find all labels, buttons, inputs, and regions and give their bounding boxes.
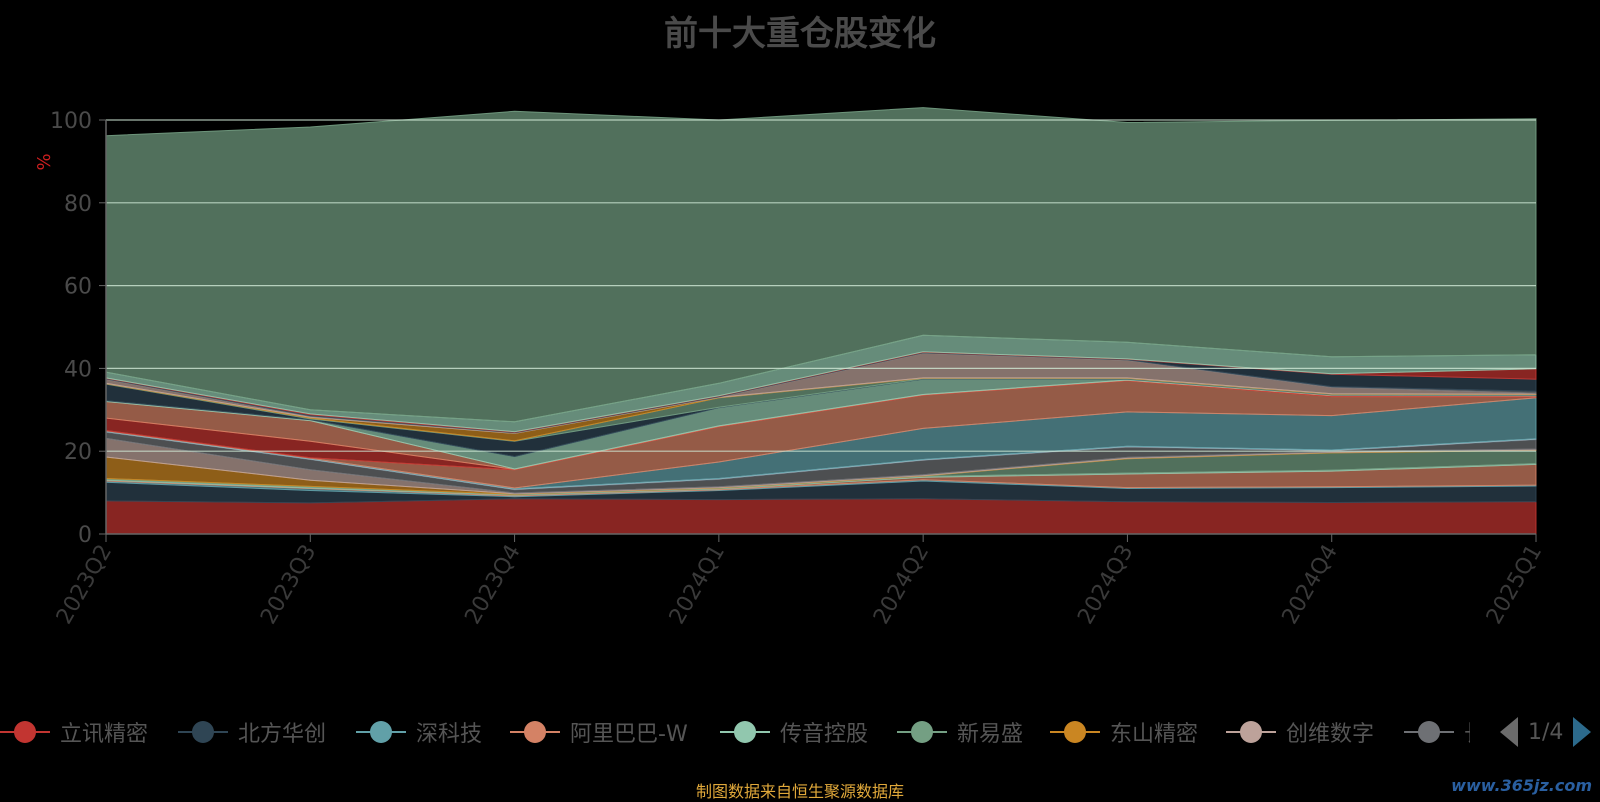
legend-item-7[interactable]: 创维数字 [1226, 712, 1374, 752]
series-area-24 [105, 107, 1537, 423]
legend-marker-icon [897, 717, 947, 747]
x-tick-label-3: 2024Q1 [665, 541, 730, 629]
legend-label: 立讯精密 [60, 722, 149, 747]
x-tick-label-7: 2025Q1 [1482, 541, 1547, 629]
y-tick-label-80: 80 [64, 192, 92, 217]
legend-item-4[interactable]: 传音控股 [720, 712, 868, 752]
legend-marker-icon [1404, 717, 1454, 747]
legend-marker-icon [1050, 717, 1100, 747]
legend-item-6[interactable]: 东山精密 [1050, 712, 1198, 752]
legend-marker-icon [178, 717, 228, 747]
watermark: www.365jz.com [1451, 776, 1592, 795]
x-tick-label-5: 2024Q3 [1073, 541, 1138, 629]
legend-item-5[interactable]: 新易盛 [897, 712, 1023, 752]
legend-label: 长 [1464, 716, 1470, 748]
legend-pager: 1/4 [1500, 712, 1592, 752]
legend-label: 北方华创 [238, 722, 327, 747]
gridlines [99, 119, 1536, 535]
y-tick-label-60: 60 [64, 275, 92, 300]
series-areas [105, 107, 1537, 535]
legend-page-indicator: 1/4 [1528, 719, 1564, 745]
x-tick-label-0: 2023Q2 [52, 541, 117, 629]
legend: 立讯精密 北方华创 深科技 阿里巴巴-W 传音控股 新易盛 东山精密 创维数字 长 [0, 712, 1470, 752]
legend-item-1[interactable]: 北方华创 [178, 712, 326, 752]
legend-label: 深科技 [416, 722, 483, 747]
x-tick-label-6: 2024Q4 [1278, 541, 1343, 629]
legend-item-8[interactable]: 长 [1404, 712, 1470, 752]
legend-item-3[interactable]: 阿里巴巴-W [510, 712, 688, 752]
legend-label: 新易盛 [957, 722, 1024, 747]
legend-label: 创维数字 [1286, 722, 1375, 747]
y-tick-label-0: 0 [78, 523, 92, 548]
legend-label: 阿里巴巴-W [570, 722, 688, 747]
legend-marker-icon [720, 717, 770, 747]
legend-label: 东山精密 [1110, 722, 1199, 747]
legend-item-0[interactable]: 立讯精密 [0, 712, 148, 752]
y-axis-label: % [34, 153, 55, 170]
chart-title: 前十大重仓股变化 [664, 14, 936, 54]
x-tick-label-4: 2024Q2 [869, 541, 934, 629]
y-tick-label-20: 20 [64, 440, 92, 465]
y-tick-label-100: 100 [50, 109, 92, 134]
legend-marker-icon [356, 717, 406, 747]
legend-label: 传音控股 [780, 722, 869, 747]
series-area-0 [105, 498, 1537, 535]
x-tick-label-1: 2023Q3 [256, 541, 321, 629]
data-source-note: 制图数据来自恒生聚源数据库 [695, 782, 904, 801]
legend-marker-icon [510, 717, 560, 747]
legend-item-2[interactable]: 深科技 [356, 712, 482, 752]
legend-marker-icon [0, 717, 50, 747]
y-tick-label-40: 40 [64, 357, 92, 382]
x-tick-label-2: 2023Q4 [460, 541, 525, 629]
legend-prev-page-icon[interactable] [1500, 717, 1518, 747]
legend-marker-icon [1226, 717, 1276, 747]
legend-next-page-icon[interactable] [1573, 717, 1592, 747]
stacked-area-chart: 0 20 40 60 80 100% 2023Q2 2023Q3 2023Q4 2024Q1 202… [34, 107, 1547, 629]
